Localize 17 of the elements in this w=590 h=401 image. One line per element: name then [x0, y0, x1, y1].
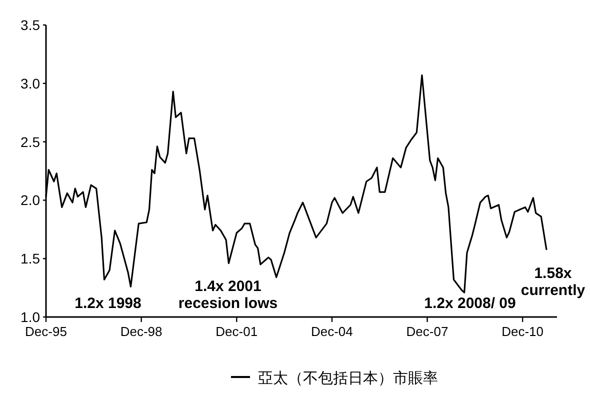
annotation: 1.4x 2001 recesion lows [178, 278, 278, 312]
y-tick-label: 3.5 [20, 17, 40, 33]
y-tick-label: 1.5 [20, 250, 40, 267]
x-tick-label: Dec-95 [25, 324, 67, 339]
annotation: 1.2x 1998 [74, 295, 142, 312]
x-tick-label: Dec-04 [310, 324, 353, 339]
y-tick-label: 2.5 [20, 134, 40, 150]
annotation: 1.58x currently [520, 265, 586, 299]
y-tick-label: 1.0 [20, 309, 40, 325]
y-tick-label: 3.0 [20, 75, 40, 92]
x-tick-label: Dec-10 [502, 324, 544, 339]
x-tick-label: Dec-07 [406, 324, 448, 339]
x-tick-label: Dec-01 [216, 324, 258, 339]
y-tick-label: 2.0 [20, 192, 40, 208]
annotation: 1.2x 2008/ 09 [424, 295, 516, 312]
x-tick-label: Dec-98 [120, 324, 162, 339]
legend-label: 亞太（不包括日本）市賬率 [258, 369, 438, 387]
